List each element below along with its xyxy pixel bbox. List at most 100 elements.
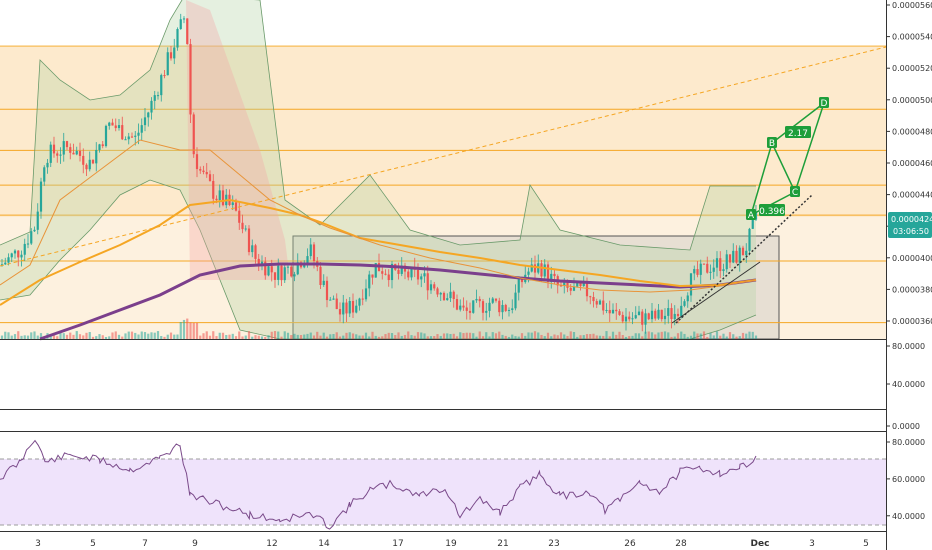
volume-bar — [342, 335, 345, 339]
date-tick-label: 21 — [497, 539, 508, 549]
volume-tick-label: 40.0000 — [892, 380, 925, 389]
volume-bar — [553, 334, 556, 339]
candle-body — [134, 135, 137, 137]
volume-bar — [439, 335, 442, 339]
candle-body — [244, 228, 247, 230]
candle-body — [553, 273, 556, 277]
price-tick-label: 0.00005000 — [892, 96, 932, 105]
volume-bar — [264, 336, 267, 339]
volume-bar — [166, 334, 169, 339]
volume-bar — [130, 331, 134, 339]
date-tick-label: 5 — [90, 539, 96, 549]
candle-body — [238, 210, 241, 223]
volume-bar — [403, 334, 407, 339]
candle-body — [345, 302, 348, 314]
volume-bar — [374, 335, 377, 339]
volume-bar — [494, 333, 498, 339]
volume-bar — [556, 335, 559, 339]
volume-bar — [413, 335, 416, 339]
candle-body — [130, 136, 134, 138]
volume-bar — [420, 332, 423, 339]
volume-bar — [212, 331, 215, 339]
volume-bar — [654, 334, 657, 339]
price-tick-label: 0.00004400 — [892, 191, 932, 200]
candle-body — [514, 292, 517, 309]
candle-body — [163, 75, 166, 77]
volume-bar — [504, 335, 507, 339]
candle-body — [69, 147, 72, 153]
candle-body — [576, 282, 579, 287]
volume-bar — [452, 333, 455, 339]
price-tick-label: 0.00004800 — [892, 127, 932, 136]
volume-bar — [407, 331, 410, 339]
volume-bar — [472, 333, 475, 339]
candle-body — [621, 314, 624, 322]
volume-bar — [234, 336, 238, 339]
volume-bar — [449, 333, 452, 339]
candle-body — [290, 266, 293, 277]
candle-body — [371, 274, 374, 278]
volume-bar — [355, 334, 358, 339]
candle-body — [65, 141, 69, 148]
volume-bar — [368, 336, 371, 339]
volume-bar — [498, 331, 501, 339]
candle-body — [420, 276, 423, 280]
candle-body — [507, 309, 511, 311]
volume-bar — [309, 332, 312, 339]
volume-bar — [647, 331, 650, 339]
candle-body — [468, 310, 472, 313]
candle-body — [59, 154, 62, 156]
candle-body — [143, 117, 147, 126]
band-upper-line — [0, 0, 756, 251]
candle-body — [563, 281, 566, 286]
volume-bar — [195, 322, 199, 339]
candle-body — [592, 296, 595, 302]
candle-body — [390, 263, 394, 281]
volume-bar — [140, 331, 143, 339]
candle-body — [517, 279, 520, 293]
candle-body — [722, 269, 725, 272]
pattern-path — [750, 102, 825, 216]
candle-body — [741, 247, 745, 256]
volume-bar — [572, 332, 576, 339]
volume-bar — [426, 336, 429, 339]
candle-body — [501, 304, 504, 313]
volume-bar — [241, 336, 244, 339]
date-tick-label: 19 — [445, 539, 457, 549]
volume-bar — [488, 336, 491, 339]
candle-body — [195, 154, 199, 170]
candle-body — [715, 258, 719, 268]
candle-body — [745, 250, 748, 256]
volume-bar — [10, 335, 13, 339]
candle-body — [342, 302, 345, 315]
pattern-ratio-label: 0.396 — [759, 207, 785, 217]
volume-bar — [114, 331, 117, 339]
candle-body — [114, 125, 117, 129]
volume-bar — [33, 331, 36, 339]
candle-body — [738, 247, 741, 263]
volume-bar — [468, 332, 472, 339]
candle-body — [117, 125, 121, 129]
volume-bar — [455, 336, 459, 339]
volume-bar — [465, 332, 468, 339]
candle-body — [140, 125, 143, 133]
volume-bar — [52, 334, 56, 339]
candle-body — [137, 132, 140, 136]
date-tick-label: 9 — [192, 539, 198, 549]
pattern-point-label: A — [748, 211, 755, 221]
candle-body — [247, 228, 251, 253]
candle-body — [400, 265, 403, 274]
volume-bar — [751, 331, 754, 339]
candle-body — [654, 310, 657, 319]
volume-bar — [104, 336, 108, 339]
volume-bar — [143, 332, 147, 339]
volume-bar — [478, 331, 481, 339]
volume-bar — [202, 333, 205, 339]
volume-bar — [189, 322, 192, 339]
candle-body — [273, 272, 277, 280]
volume-bar — [748, 331, 751, 339]
rsi-line — [0, 439, 757, 530]
candle-body — [410, 267, 413, 278]
candle-body — [95, 149, 98, 164]
volume-bar — [280, 336, 283, 339]
